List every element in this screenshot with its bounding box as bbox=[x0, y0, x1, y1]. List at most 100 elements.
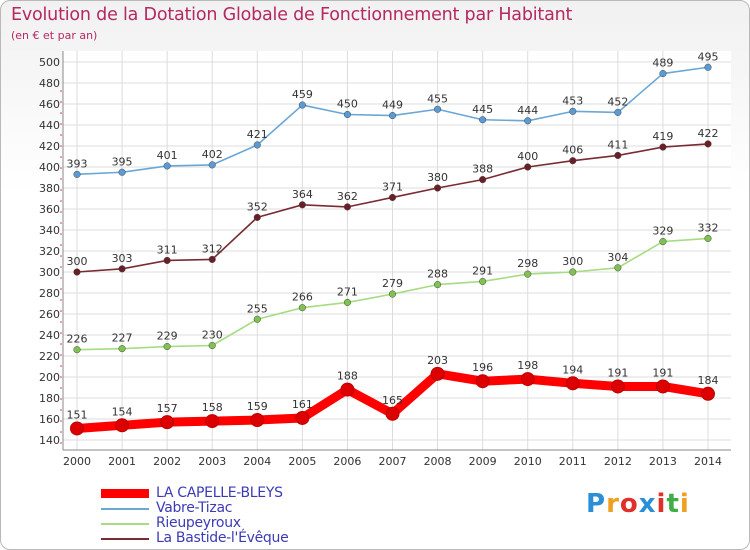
data-label: 191 bbox=[652, 366, 673, 379]
data-label: 196 bbox=[472, 361, 493, 374]
axis-dot bbox=[60, 145, 62, 147]
data-label: 393 bbox=[67, 157, 88, 170]
axis-dot bbox=[60, 112, 62, 114]
data-point bbox=[208, 161, 216, 169]
data-label: 151 bbox=[67, 408, 88, 421]
data-point bbox=[298, 304, 306, 312]
y-tick-label: 340 bbox=[39, 224, 60, 237]
data-point bbox=[659, 70, 667, 78]
data-label: 495 bbox=[698, 50, 719, 63]
legend-label: Vabre-Tizac bbox=[156, 500, 233, 516]
x-tick-label: 2008 bbox=[424, 455, 452, 468]
data-point bbox=[388, 112, 397, 120]
data-point bbox=[569, 157, 577, 165]
x-tick-label: 2011 bbox=[559, 455, 587, 468]
data-point bbox=[614, 151, 622, 159]
data-point bbox=[524, 270, 532, 278]
data-point bbox=[479, 176, 487, 184]
data-label: 402 bbox=[202, 148, 223, 161]
data-label: 154 bbox=[112, 405, 133, 418]
data-point bbox=[434, 105, 442, 113]
axis-dot bbox=[60, 244, 62, 246]
data-label: 159 bbox=[247, 400, 268, 413]
y-tick-label: 220 bbox=[39, 350, 60, 363]
axis-dot bbox=[60, 299, 62, 301]
data-point bbox=[118, 265, 126, 273]
data-label: 445 bbox=[472, 103, 493, 116]
axis-dot bbox=[60, 134, 62, 136]
data-label: 161 bbox=[292, 398, 313, 411]
axis-dot bbox=[60, 376, 62, 378]
data-point bbox=[298, 201, 306, 209]
y-tick-label: 200 bbox=[39, 371, 60, 384]
data-label: 226 bbox=[67, 333, 88, 346]
proxiti-logo: Proxiti bbox=[586, 489, 690, 519]
logo-letter: x bbox=[638, 489, 657, 519]
data-point bbox=[434, 281, 442, 289]
x-tick-label: 2013 bbox=[649, 455, 677, 468]
data-point bbox=[253, 315, 261, 323]
y-tick-label: 480 bbox=[39, 77, 60, 90]
axis-dot bbox=[60, 123, 62, 125]
data-point bbox=[208, 255, 216, 263]
y-tick-label: 360 bbox=[39, 203, 60, 216]
data-label: 352 bbox=[247, 200, 268, 213]
data-point bbox=[434, 184, 442, 192]
data-point bbox=[701, 386, 715, 401]
data-point bbox=[343, 110, 351, 119]
axis-dot bbox=[60, 365, 62, 367]
data-point bbox=[704, 234, 712, 242]
data-label: 362 bbox=[337, 190, 358, 203]
data-point bbox=[253, 141, 261, 149]
data-point bbox=[475, 374, 490, 389]
legend-swatch bbox=[101, 538, 149, 540]
data-label: 422 bbox=[698, 127, 719, 140]
x-tick-label: 2012 bbox=[604, 455, 632, 468]
axis-dot bbox=[60, 211, 62, 213]
data-label: 157 bbox=[157, 402, 178, 415]
legend-label: Rieupeyroux bbox=[156, 515, 241, 531]
y-tick-label: 260 bbox=[39, 308, 60, 321]
data-point bbox=[614, 108, 622, 116]
y-tick-label: 380 bbox=[39, 182, 60, 195]
x-tick-label: 2004 bbox=[243, 455, 271, 468]
data-point bbox=[479, 116, 487, 124]
data-label: 452 bbox=[607, 95, 628, 108]
data-point bbox=[610, 379, 625, 394]
data-label: 401 bbox=[157, 149, 178, 162]
data-point bbox=[569, 107, 577, 115]
axis-dot bbox=[60, 310, 62, 312]
x-tick-label: 2009 bbox=[469, 455, 497, 468]
y-tick-label: 460 bbox=[39, 98, 60, 111]
data-label: 271 bbox=[337, 285, 358, 298]
data-point bbox=[569, 268, 577, 276]
data-label: 332 bbox=[698, 221, 719, 234]
data-point bbox=[118, 345, 126, 353]
data-point bbox=[388, 290, 397, 298]
data-label: 300 bbox=[67, 255, 88, 268]
data-label: 406 bbox=[562, 144, 583, 157]
data-point bbox=[163, 162, 171, 170]
axis-dot bbox=[60, 156, 62, 158]
axis-dot bbox=[60, 420, 62, 422]
data-label: 279 bbox=[382, 277, 403, 290]
data-label: 450 bbox=[337, 98, 358, 111]
data-point bbox=[160, 415, 175, 430]
data-point bbox=[340, 382, 355, 397]
data-label: 165 bbox=[382, 394, 403, 407]
data-point bbox=[115, 418, 130, 433]
data-point bbox=[565, 376, 580, 391]
data-point bbox=[659, 143, 667, 151]
data-label: 184 bbox=[698, 374, 719, 387]
data-label: 191 bbox=[607, 366, 628, 379]
data-label: 453 bbox=[562, 94, 583, 107]
legend-label: La Bastide-l'Évêque bbox=[156, 530, 289, 546]
data-point bbox=[614, 264, 622, 272]
chart-title: Evolution de la Dotation Globale de Fonc… bbox=[11, 5, 573, 25]
data-point bbox=[73, 170, 81, 178]
data-point bbox=[343, 298, 351, 307]
logo-letter: t bbox=[666, 489, 680, 519]
y-tick-label: 140 bbox=[39, 434, 60, 447]
data-point bbox=[704, 63, 712, 71]
